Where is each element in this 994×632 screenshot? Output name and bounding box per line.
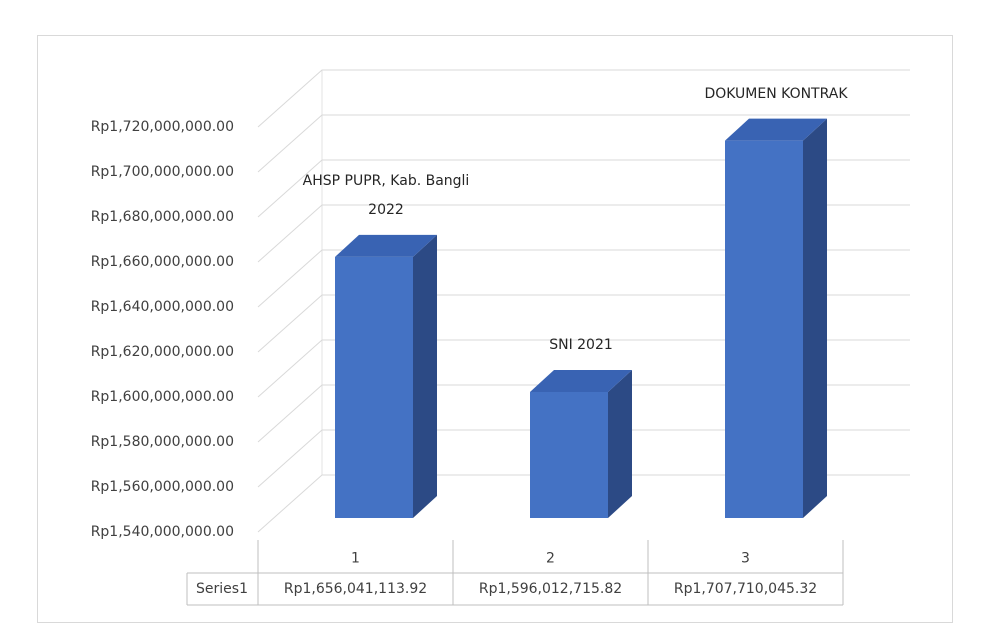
legend-label: Series1 — [196, 581, 248, 597]
grid-line — [257, 249, 910, 308]
y-tick-label: Rp1,540,000,000.00 — [91, 524, 234, 540]
grid-line — [257, 69, 910, 128]
bar-front — [725, 140, 803, 518]
table-value: Rp1,596,012,715.82 — [479, 581, 622, 597]
y-tick-label: Rp1,680,000,000.00 — [91, 209, 234, 225]
y-tick-label: Rp1,600,000,000.00 — [91, 389, 234, 405]
y-tick-label: Rp1,560,000,000.00 — [91, 479, 234, 495]
annotation: AHSP PUPR, Kab. Bangli 2022 — [302, 172, 470, 218]
bar-side — [803, 118, 827, 518]
grid-line — [257, 339, 910, 398]
annotation: SNI 2021 — [549, 336, 613, 353]
bar-top — [725, 118, 827, 141]
table-value: Rp1,707,710,045.32 — [674, 581, 817, 597]
table-value: Rp1,656,041,113.92 — [284, 581, 427, 597]
x-tick-label: 1 — [351, 551, 360, 567]
grid-line — [257, 114, 910, 173]
y-tick-label: Rp1,580,000,000.00 — [91, 434, 234, 450]
annotation: DOKUMEN KONTRAK — [704, 85, 848, 102]
y-tick-label: Rp1,640,000,000.00 — [91, 299, 234, 315]
grid-line — [257, 429, 910, 488]
bar-side — [608, 369, 632, 518]
y-tick-label: Rp1,720,000,000.00 — [91, 119, 234, 135]
grid-line — [257, 384, 910, 443]
x-tick-label: 3 — [741, 551, 750, 567]
bar-top — [335, 234, 437, 257]
grid-line — [257, 294, 910, 353]
bar-front — [530, 391, 608, 518]
bar-top — [530, 369, 632, 392]
grid-line — [257, 474, 910, 533]
y-tick-label: Rp1,700,000,000.00 — [91, 164, 234, 180]
grid-line — [257, 159, 910, 218]
y-tick-label: Rp1,620,000,000.00 — [91, 344, 234, 360]
bar-side — [413, 234, 437, 518]
y-tick-label: Rp1,660,000,000.00 — [91, 254, 234, 270]
grid-line — [257, 204, 910, 263]
bar-front — [335, 256, 413, 518]
x-tick-label: 2 — [546, 551, 555, 567]
